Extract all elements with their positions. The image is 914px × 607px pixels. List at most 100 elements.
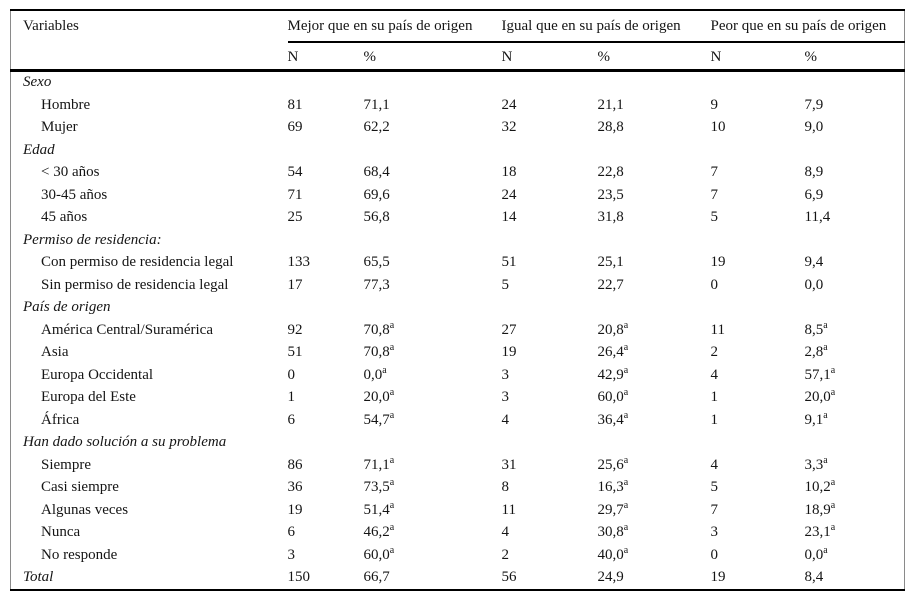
cell-percent-value: 51,4a — [363, 499, 395, 518]
cell-n-value: 71 — [287, 186, 303, 203]
row-label: Hombre — [41, 96, 91, 113]
cell-percent-value — [364, 70, 502, 94]
table-row: Siempre 86 71,1a 31 25,6a 4 3,3a — [11, 454, 905, 477]
cell-n-value — [502, 297, 598, 320]
cell-percent-value: 46,2a — [363, 522, 395, 541]
row-label: Siempre — [41, 456, 91, 473]
footnote-marker: a — [623, 387, 629, 399]
cell-percent-value — [805, 432, 905, 455]
row-label: Sin permiso de residencia legal — [41, 276, 229, 293]
cell-percent-value: 69,6 — [363, 186, 390, 203]
cell-percent-value: 9,0 — [804, 119, 824, 136]
cell-n-value: 4 — [501, 411, 510, 428]
cell-n-value: 3 — [287, 546, 296, 563]
row-label: 45 años — [41, 209, 88, 226]
cell-n-value: 1 — [710, 389, 719, 406]
footnote-marker: a — [830, 477, 836, 489]
table-row: Total 150 66,7 56 24,9 19 8,4 — [11, 567, 905, 591]
cell-n-value: 0 — [710, 546, 719, 563]
row-label: América Central/Suramérica — [41, 321, 214, 338]
cell-n-value: 2 — [710, 344, 719, 361]
cell-n-value: 6 — [287, 524, 296, 541]
row-label: Nunca — [41, 524, 81, 541]
cell-percent-value: 65,5 — [363, 254, 390, 271]
cell-n-value: 24 — [501, 96, 517, 113]
table-row: < 30 años 54 68,4 18 22,8 7 8,9 — [11, 162, 905, 185]
subheader-row: N % N % N % — [11, 42, 905, 72]
table-row: País de origen — [11, 297, 905, 320]
cell-n-value: 17 — [287, 276, 303, 293]
cell-percent-value: 42,9a — [597, 364, 629, 383]
subheader-n: N — [710, 42, 805, 72]
footnote-marker: a — [823, 342, 828, 354]
cell-percent-value: 9,4 — [804, 254, 824, 271]
cell-percent-value: 2,8a — [804, 342, 828, 361]
row-label: Algunas veces — [41, 501, 129, 518]
cell-n-value: 3 — [501, 389, 510, 406]
row-label: Sexo — [23, 74, 52, 91]
cell-n-value: 9 — [710, 96, 719, 113]
cell-percent-value: 70,8a — [363, 342, 395, 361]
footnote-marker: a — [623, 364, 629, 376]
cell-percent-value: 56,8 — [363, 209, 390, 226]
cell-n-value: 1 — [710, 411, 719, 428]
cell-percent-value: 30,8a — [597, 522, 629, 541]
table-row: Nunca 6 46,2a 4 30,8a 3 23,1a — [11, 522, 905, 545]
cell-percent-value: 54,7a — [363, 409, 395, 428]
cell-percent-value: 7,9 — [804, 96, 824, 113]
cell-n-value: 69 — [287, 119, 303, 136]
cell-percent-value — [598, 139, 711, 162]
cell-percent-value — [364, 297, 502, 320]
cell-n-value: 10 — [710, 119, 726, 136]
footnote-marker: a — [823, 409, 828, 421]
table-row: Edad — [11, 139, 905, 162]
cell-percent-value: 66,7 — [363, 569, 390, 586]
row-label: País de origen — [23, 299, 111, 316]
cell-percent-value: 40,0a — [597, 544, 629, 563]
table-body: Sexo Hombre 81 71,1 24 21,1 9 7,9 Mujer 69 62,2 32 2… — [11, 70, 905, 590]
footnote-marker: a — [389, 499, 395, 511]
cell-n-value: 7 — [710, 164, 719, 181]
table-row: América Central/Suramérica 92 70,8a 27 20,8a… — [11, 319, 905, 342]
cell-n-value — [288, 432, 364, 455]
cell-n-value: 19 — [501, 344, 517, 361]
table-header: Variables Mejor que en su país de origen… — [10, 10, 905, 72]
cell-percent-value: 25,1 — [597, 254, 624, 271]
cell-n-value: 32 — [501, 119, 517, 136]
cell-percent-value: 0,0a — [804, 544, 828, 563]
table-row: Europa del Este 1 20,0a 3 60,0a 1 20,0a — [11, 387, 905, 410]
cell-percent-value: 6,9 — [804, 186, 824, 203]
cell-n-value: 36 — [287, 479, 303, 496]
footnote-marker: a — [389, 409, 395, 421]
cell-n-value: 5 — [710, 479, 719, 496]
cell-n-value — [288, 139, 364, 162]
footnote-marker: a — [830, 387, 836, 399]
cell-percent-value: 20,0a — [804, 387, 836, 406]
cell-n-value: 0 — [287, 366, 296, 383]
cell-percent-value: 22,8 — [597, 164, 624, 181]
cell-n-value: 1 — [287, 389, 296, 406]
table-row: Mujer 69 62,2 32 28,8 10 9,0 — [11, 117, 905, 140]
cell-n-value: 19 — [287, 501, 303, 518]
cell-percent-value: 16,3a — [597, 477, 629, 496]
cell-n-value — [502, 139, 598, 162]
cell-percent-value: 28,8 — [597, 119, 624, 136]
row-label: Europa del Este — [41, 389, 136, 406]
footnote-marker: a — [823, 454, 828, 466]
table-row: Han dado solución a su problema — [11, 432, 905, 455]
cell-percent-value: 68,4 — [363, 164, 390, 181]
column-group-mejor: Mejor que en su país de origen — [287, 10, 502, 43]
cell-n-value — [711, 432, 805, 455]
table-row: 30-45 años 71 69,6 24 23,5 7 6,9 — [11, 184, 905, 207]
cell-n-value: 133 — [287, 254, 311, 271]
cell-n-value: 14 — [501, 209, 517, 226]
cell-n-value: 27 — [501, 321, 517, 338]
cell-n-value: 7 — [710, 501, 719, 518]
cell-n-value: 19 — [710, 254, 726, 271]
cell-n-value — [288, 229, 364, 252]
table-row: Permiso de residencia: — [11, 229, 905, 252]
cell-percent-value — [598, 229, 711, 252]
cell-n-value: 7 — [710, 186, 719, 203]
cell-percent-value: 62,2 — [363, 119, 390, 136]
footnote-marker: a — [830, 364, 836, 376]
